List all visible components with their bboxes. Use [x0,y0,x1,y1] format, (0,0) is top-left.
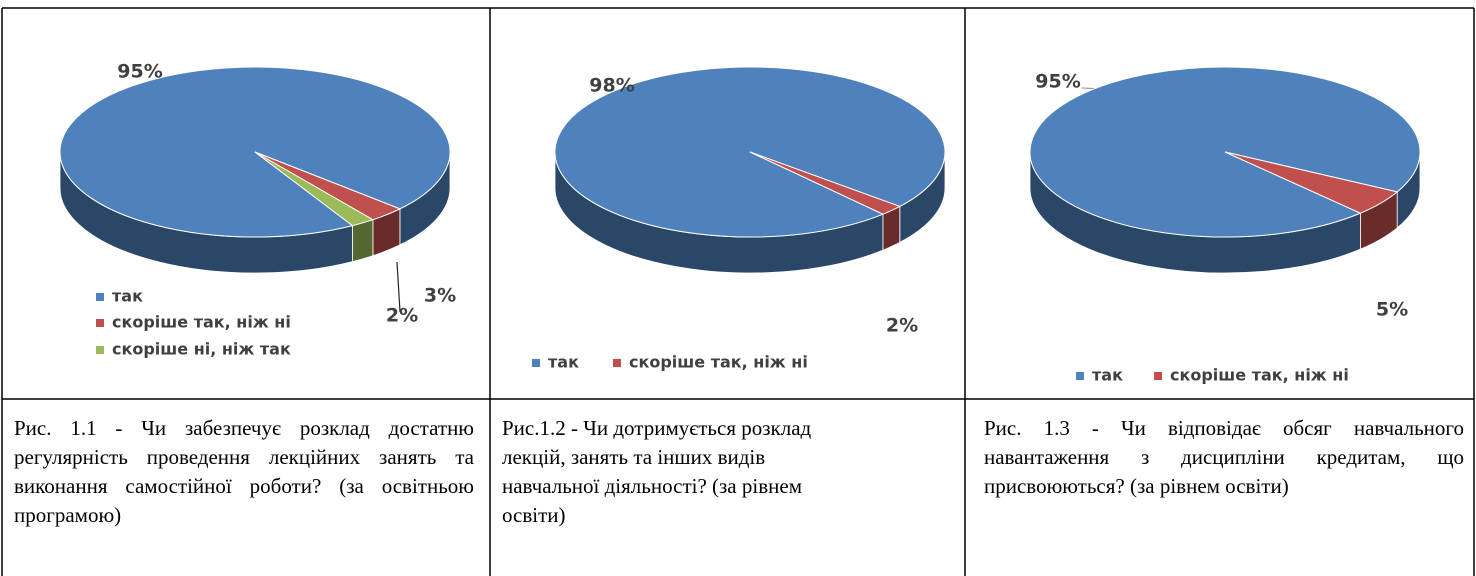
table-borders [1,7,1475,576]
legend-marker [1076,372,1084,380]
legend-label: так [1092,366,1123,385]
legend-marker [96,346,104,354]
leader-line [396,261,401,313]
data-label: 95% [117,61,162,83]
pie-slice [749,151,902,215]
caption: Рис.1.2 - Чи дотримується розклад лекцій… [502,416,812,527]
data-label: 5% [1376,299,1408,321]
legend-marker [613,359,621,367]
legend-label: скоріше так, ніж ні [1170,366,1349,385]
legend-label: скоріше так, ніж ні [629,353,808,372]
pie-slice [254,151,375,227]
caption: Рис. 1.1 - Чи забезпечує розклад достатн… [14,416,474,527]
legend-marker [96,319,104,327]
legend-marker [532,359,540,367]
data-label: 95% [1035,71,1080,93]
data-label: 98% [589,75,634,97]
legend-label: так [112,287,143,306]
pie-slice [1224,151,1399,214]
legend-label: скоріше так, ніж ні [112,313,291,332]
legend-label: так [548,353,579,372]
caption: Рис. 1.3 - Чи відповідає обсяг навчально… [984,416,1464,498]
pie-side [352,219,374,263]
data-label: 2% [886,315,918,337]
data-label: 3% [424,285,456,307]
legend-marker [1154,372,1162,380]
legend-marker [96,293,104,301]
legend-label: скоріше ні, ніж так [112,340,291,359]
data-label: 2% [386,305,418,327]
